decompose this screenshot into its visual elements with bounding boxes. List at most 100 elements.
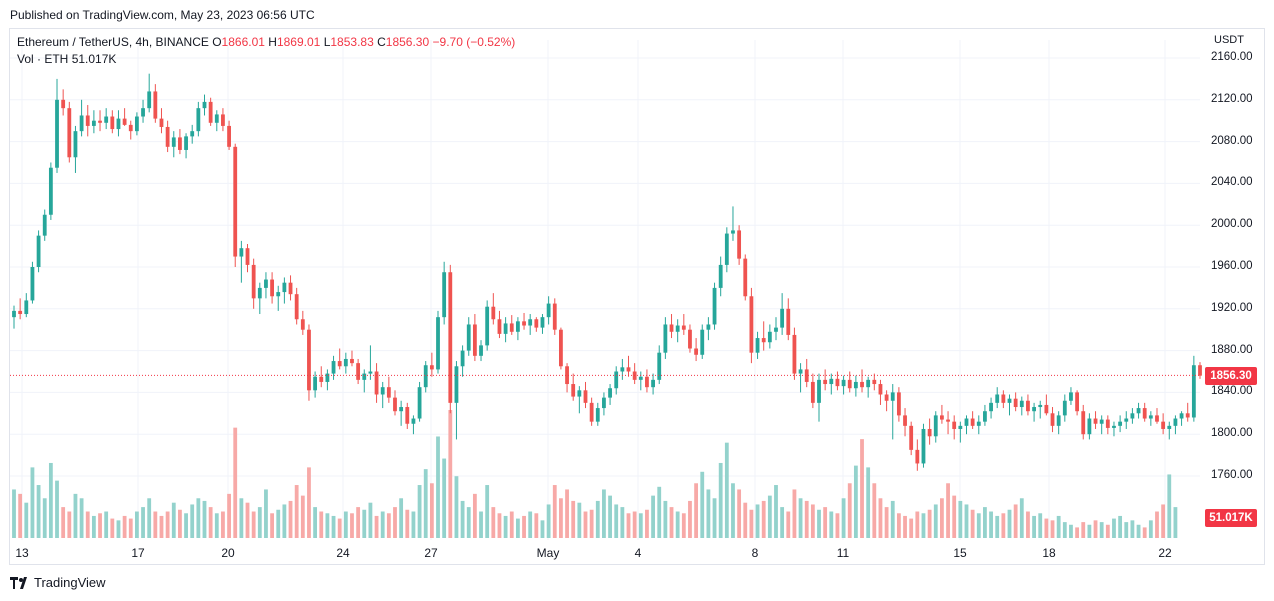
candle-body (1013, 398, 1018, 408)
candle (657, 345, 662, 385)
volume-bar (896, 513, 901, 538)
candle-body (337, 361, 342, 367)
candle-body (927, 428, 932, 437)
candle (141, 99, 145, 123)
volume-bar (337, 518, 342, 538)
candle (528, 314, 533, 335)
candle-body (141, 108, 145, 117)
volume-bar (288, 500, 293, 538)
candle-body (608, 388, 612, 398)
candle-body (73, 131, 78, 158)
candle-body (731, 230, 735, 234)
volume-bar (171, 502, 176, 538)
candle (110, 110, 115, 134)
volume-bar (608, 495, 612, 538)
candle (718, 256, 723, 297)
volume-bar (497, 513, 502, 538)
candle (1118, 415, 1123, 433)
volume-bar (909, 518, 914, 538)
candle-body (472, 324, 477, 356)
candle (583, 381, 588, 409)
candle-body (294, 294, 299, 320)
volume-bar (571, 500, 576, 538)
candle-body (319, 376, 324, 382)
candle-body (134, 116, 139, 132)
volume-bar (976, 513, 981, 538)
candle (540, 314, 545, 334)
candle (774, 317, 778, 341)
candle-body (1056, 415, 1061, 426)
candle (835, 371, 840, 391)
candle (214, 110, 219, 132)
candle-body (368, 371, 373, 374)
x-tick-label: 20 (221, 546, 235, 560)
candle-body (626, 367, 631, 372)
candle (202, 94, 207, 116)
candle-body (571, 384, 576, 397)
candle (1087, 413, 1092, 440)
candle-body (423, 365, 428, 388)
volume-label[interactable]: Vol · ETH (17, 52, 69, 66)
y-tick-label: 1920.00 (1211, 301, 1253, 314)
candle (423, 361, 428, 393)
volume-bar (134, 511, 139, 538)
candle-body (491, 306, 496, 320)
y-tick-label: 1880.00 (1211, 343, 1253, 356)
candle (706, 317, 711, 341)
candle-body (1026, 400, 1030, 412)
candle (337, 348, 342, 370)
volume-bar (122, 515, 127, 538)
candle-body (91, 120, 96, 126)
volume-bar (325, 513, 330, 538)
candle-body (350, 358, 354, 364)
y-tick-label: 1760.00 (1211, 469, 1253, 481)
volume-bar (1056, 515, 1061, 538)
candle-body (921, 428, 926, 464)
candle-body (614, 371, 619, 389)
x-tick-label: 15 (953, 546, 967, 560)
volume-value: 51.017K (71, 52, 117, 66)
volume-bar (343, 511, 348, 538)
candle (589, 397, 594, 426)
candle-body (872, 379, 877, 385)
candle-body (30, 267, 35, 301)
candle-body (147, 91, 152, 109)
volume-bar (706, 489, 711, 538)
candle (780, 293, 785, 335)
volume-bar (110, 518, 115, 538)
candle (761, 321, 766, 351)
candle (233, 143, 238, 267)
currency-label[interactable]: USDT (1214, 34, 1244, 46)
candle (30, 261, 35, 304)
volume-bar (1105, 524, 1110, 538)
volume-bar (1124, 522, 1129, 538)
candle (116, 110, 121, 137)
volume-bar (890, 500, 895, 538)
tradingview-logo[interactable]: TradingView (10, 575, 106, 590)
high-value: 1869.01 (276, 35, 321, 49)
volume-bar (417, 485, 422, 538)
candle-body (595, 408, 600, 422)
candle (964, 415, 969, 435)
candle (731, 206, 735, 241)
volume-bar (995, 515, 1000, 538)
candle (743, 254, 748, 301)
symbol-label[interactable]: Ethereum / TetherUS, 4h, BINANCE (17, 35, 209, 49)
candle-body (436, 317, 440, 370)
volume-bar (313, 507, 318, 538)
candle-body (36, 235, 41, 267)
candle (958, 421, 963, 443)
candle-body (233, 146, 238, 257)
volume-bar (276, 509, 281, 538)
volume-bar (466, 507, 471, 538)
volume-bar (552, 485, 557, 538)
candle-body (1093, 418, 1098, 424)
candle-body (98, 120, 102, 123)
candle-body (866, 379, 871, 388)
volume-bar (731, 483, 735, 538)
candle (915, 439, 920, 471)
candle (681, 314, 686, 335)
candle (810, 373, 815, 409)
volume-bar (675, 511, 680, 538)
